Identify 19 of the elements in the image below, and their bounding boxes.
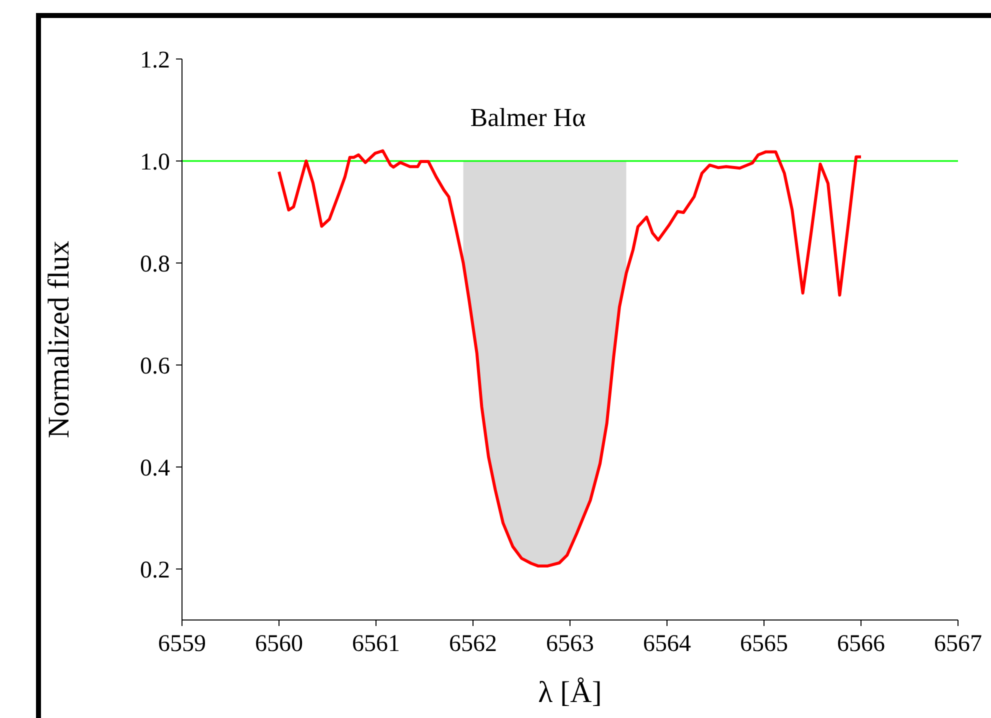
y-tick-label: 0.8 [140,252,170,278]
y-tick-label: 1.0 [140,150,170,176]
x-tick-label: 6562 [449,631,497,658]
y-tick-label: 0.6 [140,354,170,380]
line-series [278,149,862,568]
x-tick-label: 6560 [255,631,303,658]
x-tick-label: 6565 [740,631,788,658]
y-axis-title: Normalized flux [42,240,76,438]
annotation: Balmer Hα [469,103,587,133]
x-tick-label: 6563 [546,631,594,658]
x-tick-label: 6566 [837,631,885,658]
x-tick-label: 6561 [352,631,400,658]
x-tick-label: 6564 [643,631,691,658]
x-tick-label: 6559 [158,631,206,658]
x-tick-label: 6567 [934,631,982,658]
y-tick-label: 0.4 [140,456,170,482]
y-tick-label: 1.2 [140,48,170,74]
x-axis-title: λ [Å] [538,676,602,709]
y-tick-label: 0.2 [140,558,170,584]
